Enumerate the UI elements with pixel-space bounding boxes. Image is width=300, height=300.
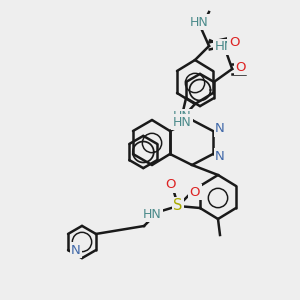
Text: O: O: [229, 35, 239, 49]
Text: HN: HN: [214, 40, 234, 53]
Text: O: O: [235, 61, 246, 74]
Text: O: O: [165, 178, 175, 191]
Text: O: O: [190, 185, 200, 199]
Text: HN: HN: [142, 208, 161, 220]
Text: HN: HN: [172, 116, 191, 128]
Text: N: N: [215, 149, 225, 163]
Text: N: N: [215, 122, 225, 136]
Text: HN: HN: [173, 110, 191, 123]
Text: HN: HN: [190, 16, 208, 28]
Text: N: N: [71, 244, 81, 256]
Text: S: S: [173, 199, 183, 214]
